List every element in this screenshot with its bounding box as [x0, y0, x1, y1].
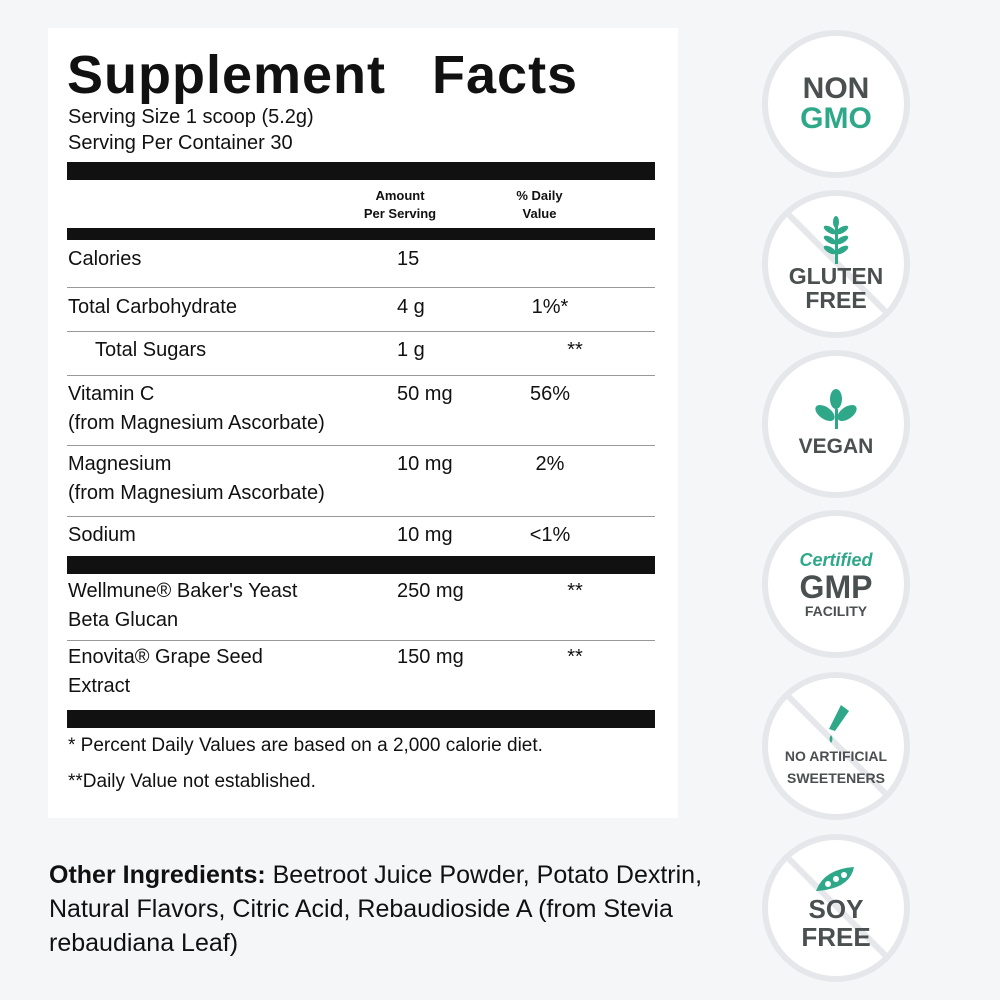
other-ingredients: Other Ingredients: Beetroot Juice Powder… [49, 858, 709, 960]
nutrient-amount: 15 [397, 248, 420, 270]
serving-size: Serving Size 1 scoop (5.2g) [68, 106, 314, 128]
nutrient-amount: 10 mg [397, 453, 453, 475]
divider-thick [67, 162, 655, 180]
badge-text: SOY [808, 894, 864, 924]
badge-no-artificial-sweeteners: NO ARTIFICIAL SWEETENERS [762, 672, 910, 820]
divider-medium [67, 228, 655, 240]
nutrient-amount: 4 g [397, 296, 425, 318]
nutrient-name: Total Carbohydrate [68, 296, 237, 318]
dropper-icon [829, 705, 849, 743]
nutrient-name: Sodium [68, 524, 136, 546]
column-header-dv: % Daily Value [497, 187, 582, 223]
badge-gmp: Certified GMP FACILITY [762, 510, 910, 658]
other-ingredients-label: Other Ingredients: [49, 861, 266, 889]
nutrient-source: Beta Glucan [68, 609, 179, 631]
nutrient-name: Enovita® Grape Seed [68, 646, 263, 668]
badge-text: NON [802, 72, 870, 105]
nutrient-source: (from Magnesium Ascorbate) [68, 482, 325, 504]
nutrient-daily-value: <1% [529, 524, 571, 546]
badge-text: Certified [799, 549, 873, 570]
badge-text: GMP [799, 568, 873, 605]
servings-per-container: Serving Per Container 30 [68, 132, 293, 154]
nutrient-name: Magnesium [68, 453, 172, 475]
nutrient-amount: 1 g [397, 339, 425, 361]
badge-vegan: VEGAN [762, 350, 910, 498]
nutrient-name: Total Sugars [95, 339, 207, 361]
header-text: Per Serving [363, 206, 437, 221]
column-header-amount: Amount Per Serving [350, 187, 450, 223]
badge-text: GLUTEN [788, 263, 884, 289]
nutrient-name: Vitamin C [68, 383, 155, 405]
badge-text: FACILITY [804, 602, 868, 619]
row-divider [67, 331, 655, 332]
footnote-not-established: **Daily Value not established. [68, 771, 316, 792]
badge-text: FREE [805, 287, 867, 313]
divider-thick [67, 556, 655, 574]
header-text: % Daily [516, 188, 563, 203]
wheat-icon [823, 216, 849, 264]
header-text: Amount [375, 188, 425, 203]
nutrient-name: Calories [68, 248, 142, 270]
badge-text: FREE [801, 922, 871, 952]
badge-text: SWEETENERS [786, 770, 885, 786]
nutrient-amount: 250 mg [397, 580, 464, 602]
header-text: Value [522, 206, 557, 221]
divider-thick [67, 710, 655, 728]
badge-text: GMO [800, 102, 872, 135]
nutrient-amount: 150 mg [397, 646, 464, 668]
row-divider [67, 445, 655, 446]
label-title: Supplement Facts [67, 45, 579, 105]
row-divider [67, 375, 655, 376]
supplement-facts-panel [48, 28, 678, 818]
row-divider [67, 640, 655, 641]
nutrient-source: Extract [68, 675, 131, 697]
badge-soy-free: SOY FREE [762, 834, 910, 982]
nutrient-daily-value: ** [567, 646, 583, 668]
soybean-icon [816, 867, 854, 891]
nutrient-daily-value: 56% [529, 383, 571, 405]
nutrient-name: Wellmune® Baker's Yeast [68, 580, 298, 602]
row-divider [67, 516, 655, 517]
other-ingredients-text: Beetroot Juice Powder, Potato Dextrin, N… [49, 861, 703, 957]
nutrient-daily-value: 2% [535, 453, 565, 475]
footnote-daily-values: * Percent Daily Values are based on a 2,… [68, 735, 543, 756]
nutrient-amount: 10 mg [397, 524, 453, 546]
nutrient-daily-value: ** [567, 339, 583, 361]
badge-non-gmo: NON GMO [762, 30, 910, 178]
row-divider [67, 287, 655, 288]
badge-gluten-free: GLUTEN FREE [762, 190, 910, 338]
nutrient-source: (from Magnesium Ascorbate) [68, 412, 325, 434]
nutrient-daily-value: ** [567, 580, 583, 602]
nutrient-daily-value: 1%* [531, 296, 569, 318]
leaf-icon [815, 389, 857, 429]
badge-text: NO ARTIFICIAL [784, 748, 888, 764]
nutrient-amount: 50 mg [397, 383, 453, 405]
badge-text: VEGAN [798, 435, 874, 458]
